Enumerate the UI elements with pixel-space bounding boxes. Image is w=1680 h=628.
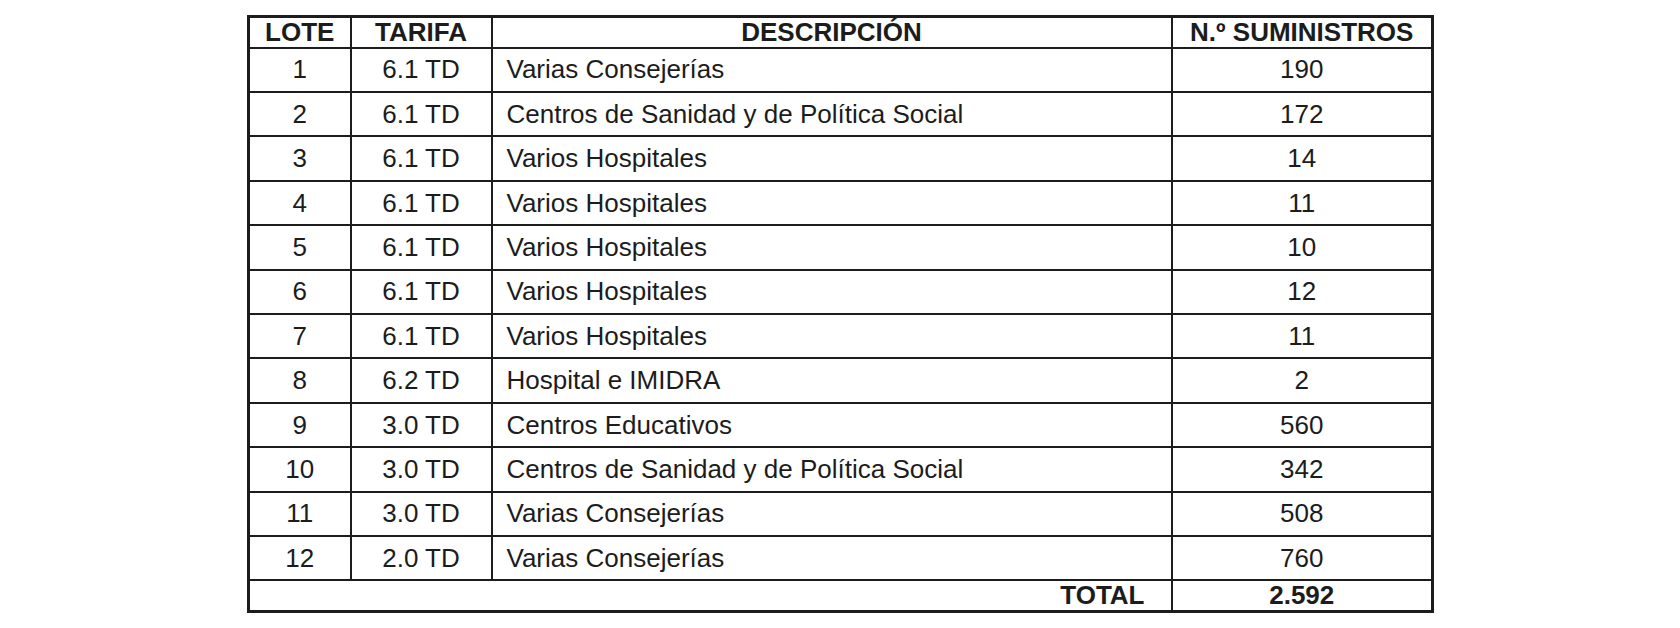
suministros-cell: 190 bbox=[1172, 48, 1433, 92]
table-row: 4 6.1 TD Varios Hospitales 11 bbox=[249, 181, 1433, 225]
lote-cell: 9 bbox=[249, 403, 351, 447]
suministros-cell: 14 bbox=[1172, 136, 1433, 180]
suministros-cell: 342 bbox=[1172, 447, 1433, 491]
suministros-cell: 508 bbox=[1172, 492, 1433, 536]
descripcion-cell: Varias Consejerías bbox=[492, 48, 1172, 92]
table-row: 1 6.1 TD Varias Consejerías 190 bbox=[249, 48, 1433, 92]
total-value: 2.592 bbox=[1172, 580, 1433, 611]
table-row: 7 6.1 TD Varios Hospitales 11 bbox=[249, 314, 1433, 358]
tarifa-cell: 3.0 TD bbox=[351, 403, 492, 447]
descripcion-cell: Centros de Sanidad y de Política Social bbox=[492, 92, 1172, 136]
lote-cell: 5 bbox=[249, 225, 351, 269]
suministros-cell: 10 bbox=[1172, 225, 1433, 269]
descripcion-cell: Centros de Sanidad y de Política Social bbox=[492, 447, 1172, 491]
suministros-cell: 11 bbox=[1172, 181, 1433, 225]
descripcion-cell: Varios Hospitales bbox=[492, 314, 1172, 358]
suministros-cell: 2 bbox=[1172, 358, 1433, 402]
descripcion-cell: Hospital e IMIDRA bbox=[492, 358, 1172, 402]
table-row: 3 6.1 TD Varios Hospitales 14 bbox=[249, 136, 1433, 180]
column-header-suministros: N.º SUMINISTROS bbox=[1172, 17, 1433, 48]
table-row: 10 3.0 TD Centros de Sanidad y de Políti… bbox=[249, 447, 1433, 491]
tarifa-cell: 3.0 TD bbox=[351, 492, 492, 536]
column-header-tarifa: TARIFA bbox=[351, 17, 492, 48]
column-header-lote: LOTE bbox=[249, 17, 351, 48]
descripcion-cell: Varias Consejerías bbox=[492, 536, 1172, 581]
lote-cell: 2 bbox=[249, 92, 351, 136]
suministros-cell: 172 bbox=[1172, 92, 1433, 136]
table-row: 9 3.0 TD Centros Educativos 560 bbox=[249, 403, 1433, 447]
table-row: 11 3.0 TD Varias Consejerías 508 bbox=[249, 492, 1433, 536]
lote-cell: 12 bbox=[249, 536, 351, 581]
table-row: 8 6.2 TD Hospital e IMIDRA 2 bbox=[249, 358, 1433, 402]
lote-cell: 6 bbox=[249, 270, 351, 314]
tarifa-cell: 6.1 TD bbox=[351, 136, 492, 180]
column-header-descripcion: DESCRIPCIÓN bbox=[492, 17, 1172, 48]
lote-cell: 1 bbox=[249, 48, 351, 92]
descripcion-cell: Varios Hospitales bbox=[492, 225, 1172, 269]
document-page: LOTE TARIFA DESCRIPCIÓN N.º SUMINISTROS … bbox=[0, 0, 1680, 628]
supply-lots-table: LOTE TARIFA DESCRIPCIÓN N.º SUMINISTROS … bbox=[247, 15, 1434, 613]
descripcion-cell: Varias Consejerías bbox=[492, 492, 1172, 536]
total-row: TOTAL 2.592 bbox=[249, 580, 1433, 611]
descripcion-cell: Centros Educativos bbox=[492, 403, 1172, 447]
descripcion-cell: Varios Hospitales bbox=[492, 270, 1172, 314]
total-label: TOTAL bbox=[249, 580, 1172, 611]
lote-cell: 10 bbox=[249, 447, 351, 491]
tarifa-cell: 6.1 TD bbox=[351, 48, 492, 92]
tarifa-cell: 6.2 TD bbox=[351, 358, 492, 402]
suministros-cell: 560 bbox=[1172, 403, 1433, 447]
table-row: 12 2.0 TD Varias Consejerías 760 bbox=[249, 536, 1433, 581]
tarifa-cell: 6.1 TD bbox=[351, 92, 492, 136]
table-body: 1 6.1 TD Varias Consejerías 190 2 6.1 TD… bbox=[249, 48, 1433, 581]
tarifa-cell: 6.1 TD bbox=[351, 225, 492, 269]
lote-cell: 4 bbox=[249, 181, 351, 225]
tarifa-cell: 3.0 TD bbox=[351, 447, 492, 491]
descripcion-cell: Varios Hospitales bbox=[492, 136, 1172, 180]
table-row: 5 6.1 TD Varios Hospitales 10 bbox=[249, 225, 1433, 269]
tarifa-cell: 2.0 TD bbox=[351, 536, 492, 581]
suministros-cell: 760 bbox=[1172, 536, 1433, 581]
tarifa-cell: 6.1 TD bbox=[351, 314, 492, 358]
suministros-cell: 11 bbox=[1172, 314, 1433, 358]
lote-cell: 7 bbox=[249, 314, 351, 358]
tarifa-cell: 6.1 TD bbox=[351, 181, 492, 225]
table-row: 2 6.1 TD Centros de Sanidad y de Polític… bbox=[249, 92, 1433, 136]
suministros-cell: 12 bbox=[1172, 270, 1433, 314]
descripcion-cell: Varios Hospitales bbox=[492, 181, 1172, 225]
tarifa-cell: 6.1 TD bbox=[351, 270, 492, 314]
lote-cell: 3 bbox=[249, 136, 351, 180]
table-row: 6 6.1 TD Varios Hospitales 12 bbox=[249, 270, 1433, 314]
header-row: LOTE TARIFA DESCRIPCIÓN N.º SUMINISTROS bbox=[249, 17, 1433, 48]
lote-cell: 8 bbox=[249, 358, 351, 402]
lote-cell: 11 bbox=[249, 492, 351, 536]
